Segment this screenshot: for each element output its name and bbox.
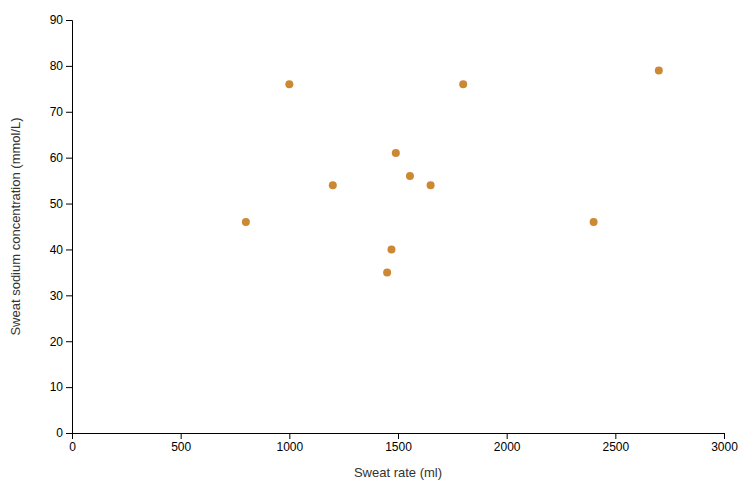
x-tick-mark bbox=[289, 433, 290, 439]
x-tick-label: 2000 bbox=[494, 440, 521, 454]
point bbox=[329, 181, 337, 189]
point bbox=[383, 268, 391, 276]
y-tick: 30 bbox=[50, 289, 72, 303]
y-tick: 70 bbox=[50, 105, 72, 119]
y-tick-label: 70 bbox=[50, 105, 64, 119]
y-tick: 20 bbox=[50, 335, 72, 349]
point bbox=[285, 80, 293, 88]
x-tick: 500 bbox=[171, 433, 191, 454]
x-tick: 1500 bbox=[385, 433, 412, 454]
y-tick-label: 50 bbox=[50, 197, 64, 211]
x-axis: 0 500 1000 1500 2000 2500 3000 bbox=[69, 433, 738, 454]
x-tick-label: 1000 bbox=[276, 440, 303, 454]
y-tick-label: 80 bbox=[50, 59, 64, 73]
x-tick: 1000 bbox=[276, 433, 303, 454]
y-axis: 0 10 20 30 40 50 60 70 80 90 bbox=[50, 13, 73, 440]
y-tick: 40 bbox=[50, 243, 72, 257]
y-tick-mark bbox=[66, 387, 72, 388]
y-tick-mark bbox=[66, 295, 72, 296]
y-tick: 90 bbox=[50, 13, 72, 27]
y-tick: 50 bbox=[50, 197, 72, 211]
x-tick: 2000 bbox=[494, 433, 521, 454]
x-tick-mark bbox=[181, 433, 182, 439]
y-tick-mark bbox=[66, 112, 72, 113]
y-tick-mark bbox=[66, 20, 72, 21]
plot-area bbox=[242, 66, 663, 276]
y-axis-title: Sweat sodium concentration (mmol/L) bbox=[8, 117, 23, 335]
x-axis-line bbox=[73, 434, 725, 440]
point bbox=[406, 172, 414, 180]
x-tick: 2500 bbox=[602, 433, 629, 454]
x-tick-label: 2500 bbox=[602, 440, 629, 454]
y-tick-label: 30 bbox=[50, 289, 64, 303]
point bbox=[427, 181, 435, 189]
y-tick-label: 0 bbox=[56, 426, 63, 440]
point bbox=[590, 218, 598, 226]
x-tick: 3000 bbox=[711, 433, 738, 454]
y-tick-mark bbox=[66, 249, 72, 250]
y-tick-label: 90 bbox=[50, 13, 64, 27]
x-tick-label: 3000 bbox=[711, 440, 738, 454]
x-tick-mark bbox=[507, 433, 508, 439]
x-tick-label: 500 bbox=[171, 440, 191, 454]
x-tick-mark bbox=[615, 433, 616, 439]
y-tick: 10 bbox=[50, 380, 72, 394]
y-axis-line bbox=[66, 21, 73, 434]
x-tick-label: 0 bbox=[69, 440, 76, 454]
chart-container: 0 500 1000 1500 2000 2500 3000 0 10 20 30 40 50 60 70 8… bbox=[0, 0, 754, 491]
y-tick-label: 40 bbox=[50, 243, 64, 257]
y-tick-label: 10 bbox=[50, 380, 64, 394]
y-tick: 0 bbox=[56, 426, 72, 440]
y-tick-label: 60 bbox=[50, 151, 64, 165]
y-tick: 80 bbox=[50, 59, 72, 73]
y-tick-label: 20 bbox=[50, 335, 64, 349]
y-tick-mark bbox=[66, 341, 72, 342]
x-tick-label: 1500 bbox=[385, 440, 412, 454]
point bbox=[655, 66, 663, 74]
y-tick-mark bbox=[66, 204, 72, 205]
point bbox=[242, 218, 250, 226]
y-tick: 60 bbox=[50, 151, 72, 165]
x-axis-title: Sweat rate (ml) bbox=[354, 465, 442, 480]
point bbox=[459, 80, 467, 88]
y-tick-mark bbox=[66, 158, 72, 159]
chart-svg: 0 500 1000 1500 2000 2500 3000 0 10 20 30 40 50 60 70 8… bbox=[0, 0, 754, 491]
y-tick-mark bbox=[66, 66, 72, 67]
point bbox=[387, 245, 395, 253]
x-tick-mark bbox=[724, 433, 725, 439]
x-tick-mark bbox=[398, 433, 399, 439]
y-tick-mark bbox=[66, 433, 72, 434]
point bbox=[392, 149, 400, 157]
x-tick: 0 bbox=[69, 433, 76, 454]
